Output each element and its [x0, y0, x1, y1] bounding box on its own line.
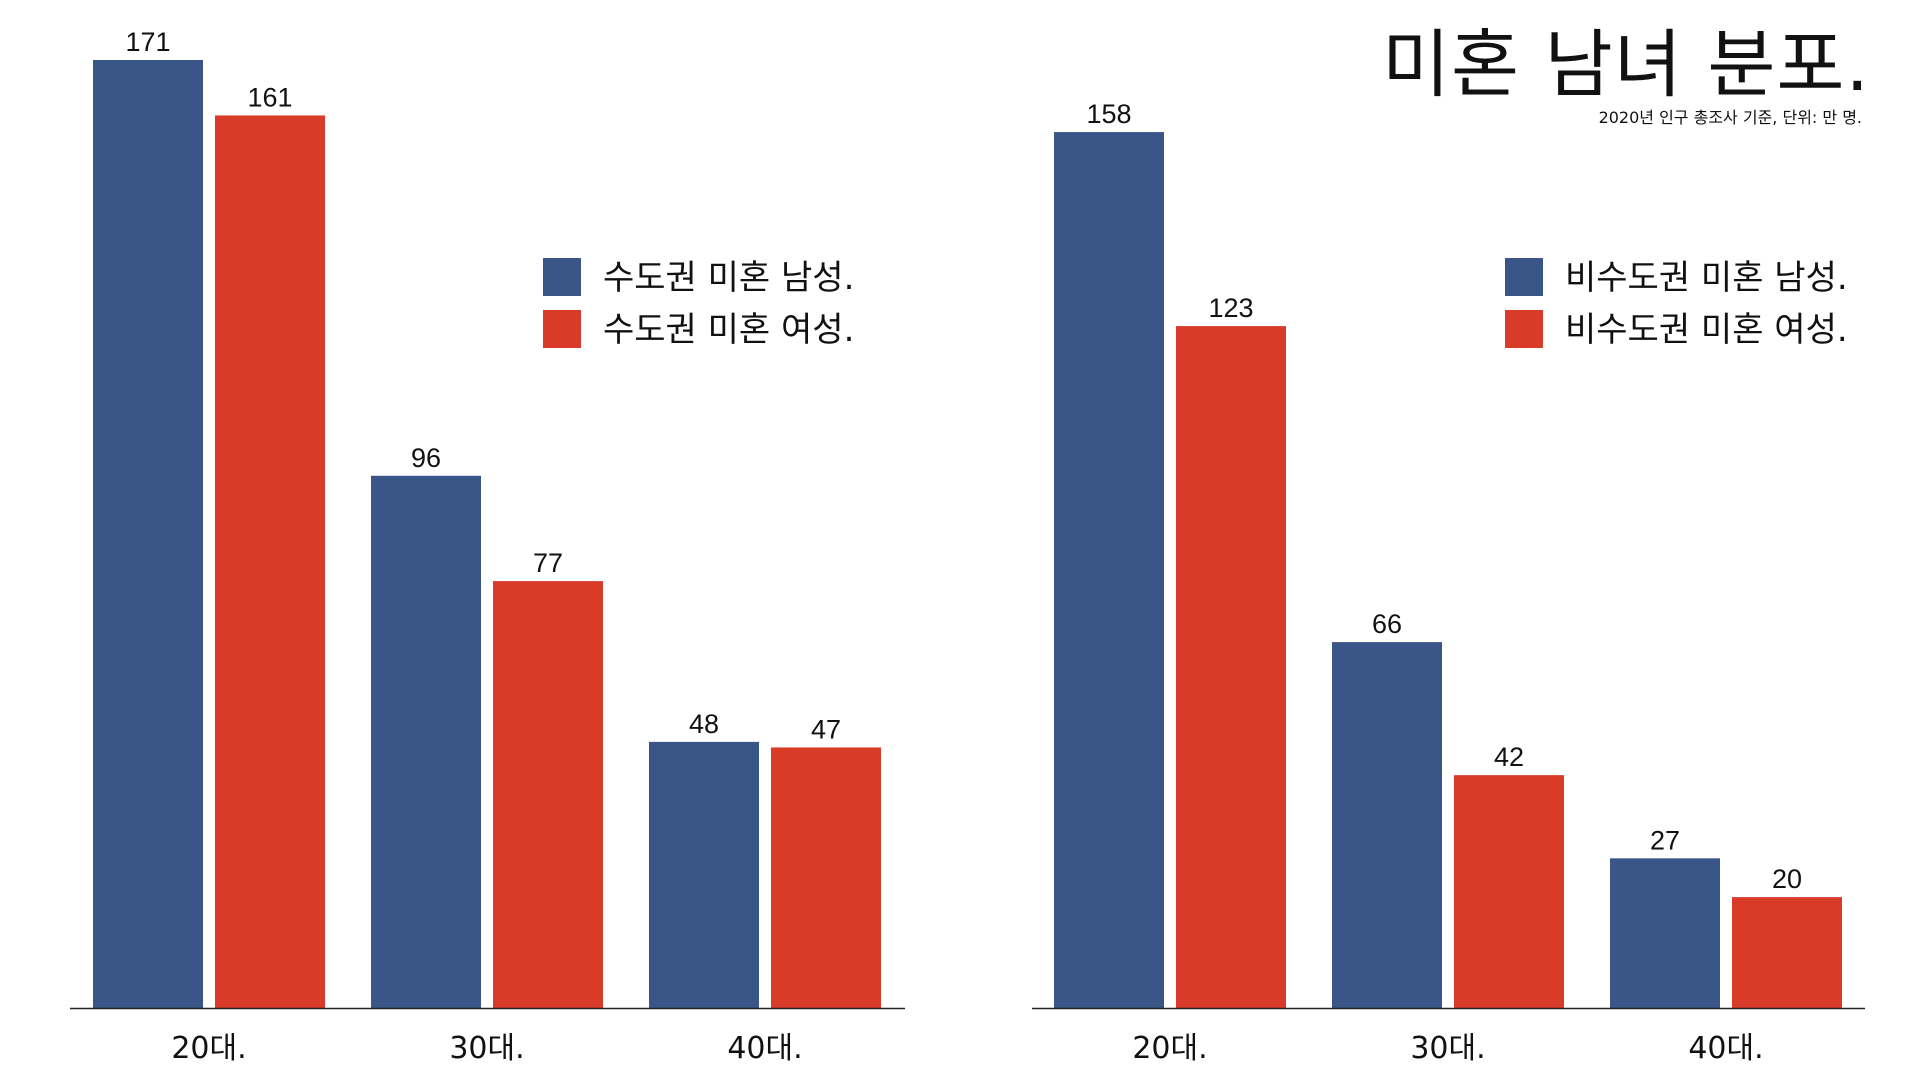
bar-male-0 [1054, 132, 1164, 1008]
bar-male-1 [371, 475, 481, 1009]
bar-value-label: 27 [1650, 825, 1680, 855]
legend-label-female: 비수도권 미혼 여성. [1565, 310, 1848, 350]
x-tick-label: 40대. [1688, 1031, 1763, 1066]
bar-value-label: 66 [1372, 609, 1402, 639]
bar-female-1 [493, 581, 603, 1008]
bar-male-0 [93, 60, 203, 1008]
legend-swatch-male [1505, 258, 1543, 296]
x-tick-label: 40대. [727, 1031, 802, 1066]
bar-value-label: 20 [1772, 864, 1802, 894]
bar-value-label: 47 [811, 714, 841, 744]
chart-capital-area: 171 96 48 161 77 47 20대. 30대. 40대. 수도권 미혼 남성. 수도권 … [70, 27, 905, 1066]
bar-female-2 [1732, 897, 1842, 1008]
chart-non-capital-area: 158 66 27 123 42 20 20대. 30대. 40대. 비수도권 미혼 남성. 비수도… [1032, 99, 1865, 1066]
x-tick-label: 20대. [171, 1031, 246, 1066]
bar-male-1 [1332, 642, 1442, 1008]
x-tick-label: 20대. [1132, 1031, 1207, 1066]
bar-female-0 [215, 115, 325, 1008]
legend-label-female: 수도권 미혼 여성. [603, 310, 854, 350]
chart-subtitle: 2020년 인구 총조사 기준, 단위: 만 명. [1598, 108, 1862, 127]
legend-swatch-female [543, 310, 581, 348]
chart-title: 미혼 남녀 분포. [1381, 22, 1870, 108]
legend-label-male: 비수도권 미혼 남성. [1565, 258, 1848, 298]
bar-value-label: 48 [689, 709, 719, 739]
legend-label-male: 수도권 미혼 남성. [603, 258, 854, 298]
x-tick-label: 30대. [449, 1031, 524, 1066]
legend-swatch-male [543, 258, 581, 296]
bar-male-2 [1610, 858, 1720, 1008]
bar-female-1 [1454, 775, 1564, 1008]
bar-female-2 [771, 747, 881, 1008]
bar-male-2 [649, 741, 759, 1008]
bar-value-label: 158 [1086, 99, 1131, 129]
bar-value-label: 96 [411, 443, 441, 473]
bar-value-label: 123 [1208, 293, 1253, 323]
bar-value-label: 171 [125, 27, 170, 57]
bar-value-label: 42 [1494, 742, 1524, 772]
x-tick-label: 30대. [1410, 1031, 1485, 1066]
bar-value-label: 161 [247, 82, 292, 112]
bar-value-label: 77 [533, 548, 563, 578]
legend-swatch-female [1505, 310, 1543, 348]
bar-female-0 [1176, 326, 1286, 1009]
